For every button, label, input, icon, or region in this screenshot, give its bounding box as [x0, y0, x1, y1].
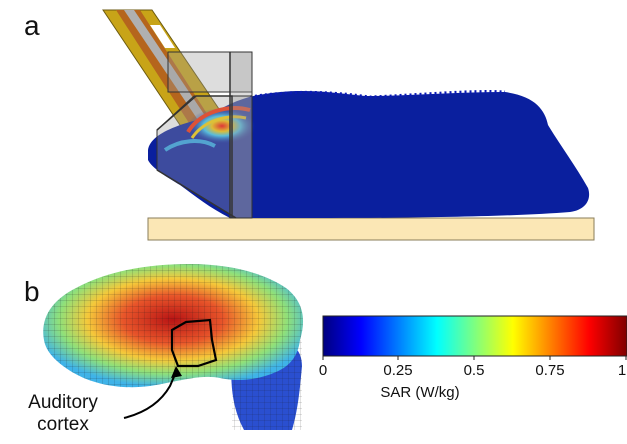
panel-a-illustration: [102, 9, 595, 241]
colorbar-tick-0: 0: [318, 362, 328, 379]
platform: [147, 217, 595, 241]
colorbar-tick-3: 0.75: [535, 362, 565, 379]
holder-outline: [156, 95, 233, 218]
holder-frame: [156, 51, 253, 219]
colorbar-gradient: [322, 315, 627, 357]
auditory-cortex-label-line1: Auditory: [28, 392, 98, 413]
panel-a-label: a: [24, 10, 40, 41]
panel-b-brain: [43, 264, 304, 430]
mouse-body: [148, 90, 590, 218]
probe-arm: [102, 9, 241, 141]
sar-hotspot-arc: [186, 106, 251, 134]
colorbar-tick-1: 0.25: [383, 362, 413, 379]
panel-b-label: b: [24, 276, 40, 307]
colorbar-title: SAR (W/kg): [380, 384, 460, 401]
colorbar-tick-4: 1: [617, 362, 627, 379]
auditory-cortex-label: Auditory cortex: [8, 392, 118, 436]
mouse-fur-edge: [249, 90, 506, 99]
annotation-arrow: [123, 371, 177, 419]
auditory-cortex-label-line2: cortex: [37, 413, 89, 435]
colorbar: [322, 315, 627, 360]
auditory-cortex-outline: [170, 318, 218, 368]
colorbar-tick-2: 0.5: [463, 362, 485, 379]
